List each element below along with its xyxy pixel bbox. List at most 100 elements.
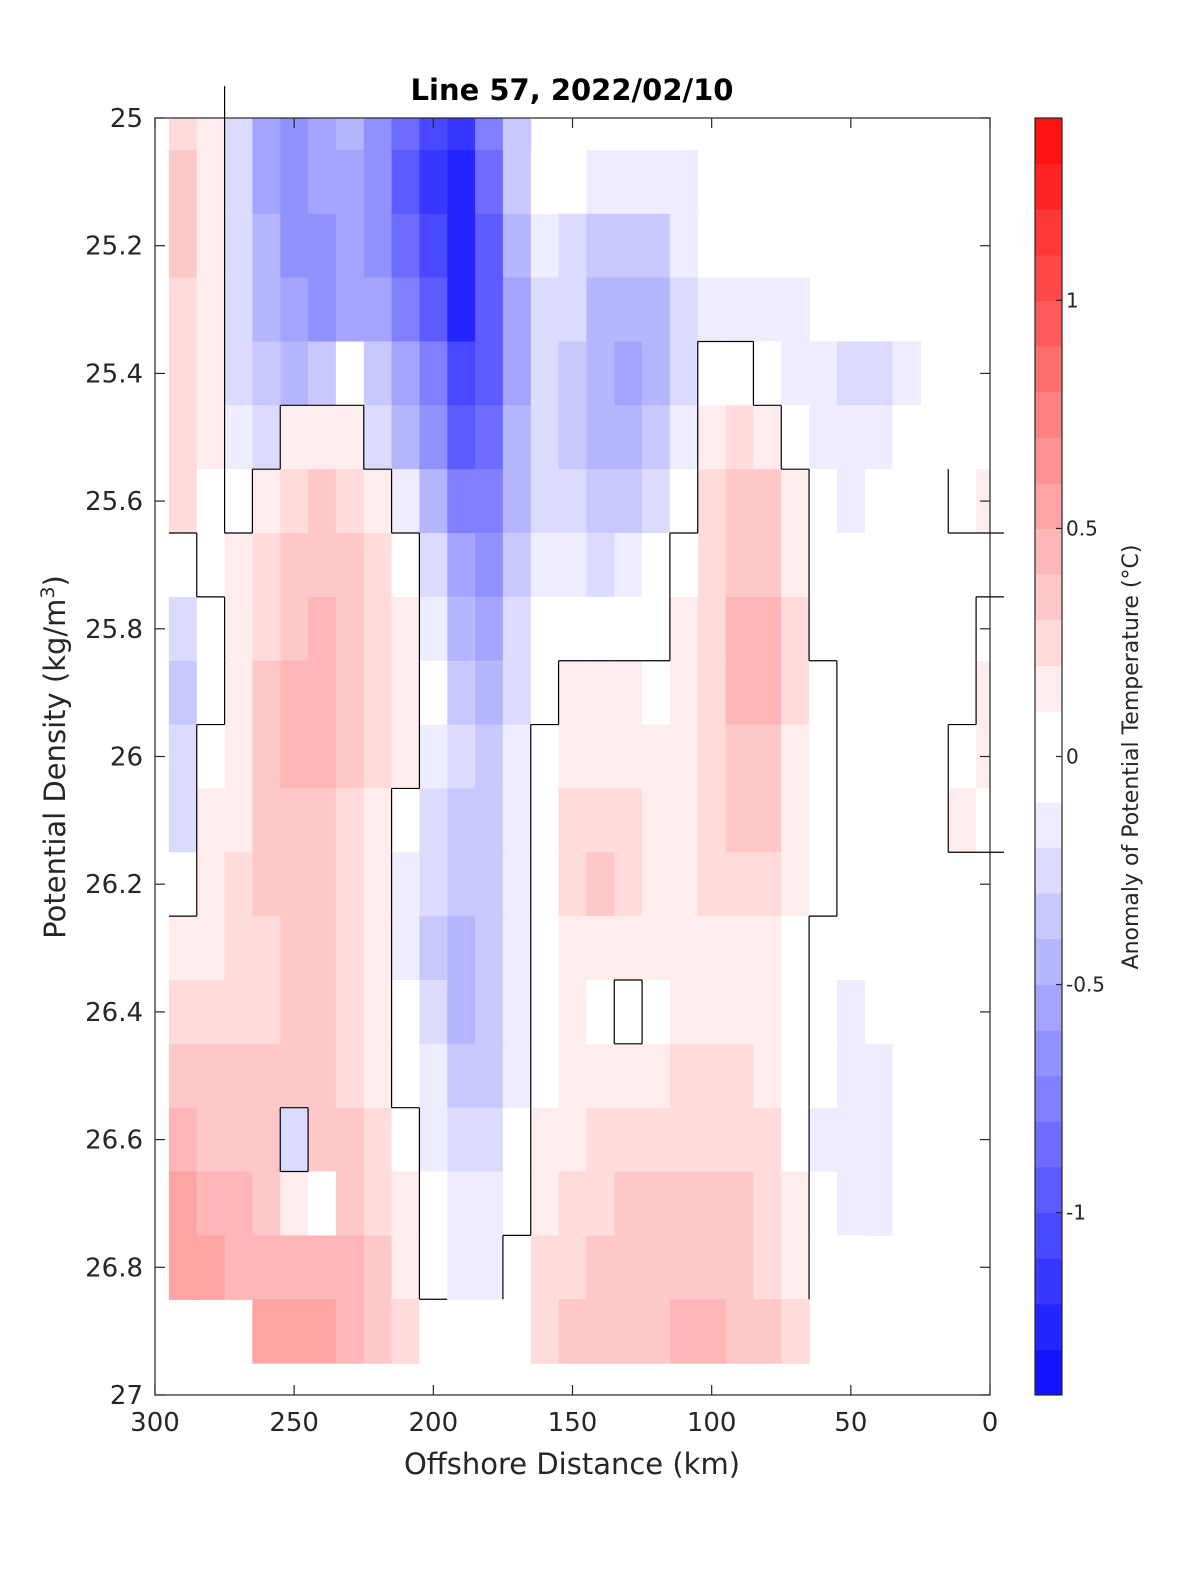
heatmap-cell xyxy=(836,980,866,1045)
heatmap-cell xyxy=(642,469,671,534)
heatmap-cell xyxy=(669,149,699,215)
heatmap-cell xyxy=(419,277,448,343)
x-axis-label: Offshore Distance (km) xyxy=(404,1447,740,1481)
heatmap-cell xyxy=(168,788,198,853)
heatmap-cell xyxy=(530,277,560,343)
heatmap-cell xyxy=(809,788,838,853)
heatmap-cell xyxy=(196,149,226,215)
colorbar-label: Anomaly of Potential Temperature (°C) xyxy=(1119,545,1144,970)
heatmap-cell xyxy=(809,916,838,981)
heatmap-cell xyxy=(335,1299,365,1364)
heatmap-cell xyxy=(363,533,393,598)
heatmap-cell xyxy=(586,660,615,726)
heatmap-cell xyxy=(475,1043,504,1109)
heatmap-cell xyxy=(558,277,587,343)
heatmap-cell xyxy=(836,916,866,981)
heatmap-cell xyxy=(391,724,420,790)
colorbar-ticks: -1 -0.5 0 0.5 1 xyxy=(1056,288,1105,1225)
heatmap-cell xyxy=(252,916,281,981)
heatmap-cell xyxy=(614,916,643,981)
heatmap-cell xyxy=(836,1235,866,1300)
heatmap-cell xyxy=(586,277,615,343)
heatmap-cell xyxy=(976,533,991,598)
heatmap-cell xyxy=(502,1107,532,1173)
colorbar-tick-label: 0 xyxy=(1066,745,1079,769)
heatmap-cell xyxy=(280,277,309,343)
heatmap-cell xyxy=(280,213,309,279)
heatmap-cell xyxy=(419,980,448,1045)
heatmap-cell xyxy=(280,980,309,1045)
heatmap-cell xyxy=(335,660,365,726)
y-tick-label: 26.4 xyxy=(85,998,143,1028)
heatmap-cell xyxy=(586,788,615,853)
heatmap-cell xyxy=(642,724,671,790)
heatmap-cell xyxy=(948,660,977,726)
heatmap-cell xyxy=(363,1043,393,1109)
heatmap-cell xyxy=(280,1107,309,1173)
heatmap-cell xyxy=(168,980,198,1045)
heatmap-cell xyxy=(363,852,393,917)
heatmap-cells xyxy=(168,118,991,1364)
heatmap-cell xyxy=(809,596,838,662)
heatmap-cell xyxy=(530,533,560,598)
heatmap-cell xyxy=(447,118,476,151)
heatmap-cell xyxy=(308,1171,337,1236)
heatmap-cell xyxy=(280,341,309,406)
heatmap-cell xyxy=(308,660,337,726)
heatmap-cell xyxy=(697,852,727,917)
heatmap-cell xyxy=(447,1043,476,1109)
colorbar-block xyxy=(1035,346,1062,393)
heatmap-cell xyxy=(586,724,615,790)
y-tick-label: 25.2 xyxy=(85,232,143,262)
heatmap-cell xyxy=(447,1235,476,1300)
heatmap-cell xyxy=(335,149,365,215)
heatmap-cell xyxy=(252,980,281,1045)
heatmap-cell xyxy=(419,788,448,853)
heatmap-cell xyxy=(558,788,587,853)
heatmap-cell xyxy=(920,852,949,917)
heatmap-cell xyxy=(419,660,448,726)
heatmap-cell xyxy=(335,469,365,534)
heatmap-cell xyxy=(614,788,643,853)
heatmap-cell xyxy=(836,724,866,790)
heatmap-cell xyxy=(642,405,671,470)
heatmap-cell xyxy=(558,213,587,279)
heatmap-cell xyxy=(196,852,226,917)
heatmap-cell xyxy=(558,980,587,1045)
heatmap-cell xyxy=(391,533,420,598)
heatmap-cell xyxy=(363,405,393,470)
colorbar xyxy=(1035,117,1062,1396)
heatmap-cell xyxy=(781,724,810,790)
heatmap-cell xyxy=(308,724,337,790)
heatmap-cell xyxy=(475,980,504,1045)
heatmap-cell xyxy=(475,852,504,917)
colorbar-block xyxy=(1035,893,1062,940)
heatmap-cell xyxy=(614,1235,643,1300)
heatmap-cell xyxy=(308,213,337,279)
heatmap-cell xyxy=(168,1043,198,1109)
y-tick-label: 26.2 xyxy=(85,870,143,900)
colorbar-tick-label: 0.5 xyxy=(1066,516,1098,540)
heatmap-cell xyxy=(475,1171,504,1236)
heatmap-cell xyxy=(280,149,309,215)
heatmap-cell xyxy=(308,980,337,1045)
heatmap-cell xyxy=(920,533,949,598)
heatmap-cell xyxy=(753,341,782,406)
heatmap-cell xyxy=(252,596,281,662)
heatmap-cell xyxy=(753,596,782,662)
heatmap-cell xyxy=(948,788,977,853)
heatmap-cell xyxy=(725,1043,754,1109)
heatmap-cell xyxy=(475,788,504,853)
heatmap-cell xyxy=(809,724,838,790)
heatmap-cell xyxy=(335,1043,365,1109)
heatmap-cell xyxy=(419,916,448,981)
heatmap-cell xyxy=(196,341,226,406)
heatmap-cell xyxy=(892,405,921,470)
heatmap-cell xyxy=(224,1171,253,1236)
heatmap-cell xyxy=(475,341,504,406)
heatmap-cell xyxy=(892,724,921,790)
heatmap-cell xyxy=(614,724,643,790)
heatmap-cell xyxy=(642,980,671,1045)
heatmap-cell xyxy=(447,596,476,662)
heatmap-cell xyxy=(920,788,949,853)
